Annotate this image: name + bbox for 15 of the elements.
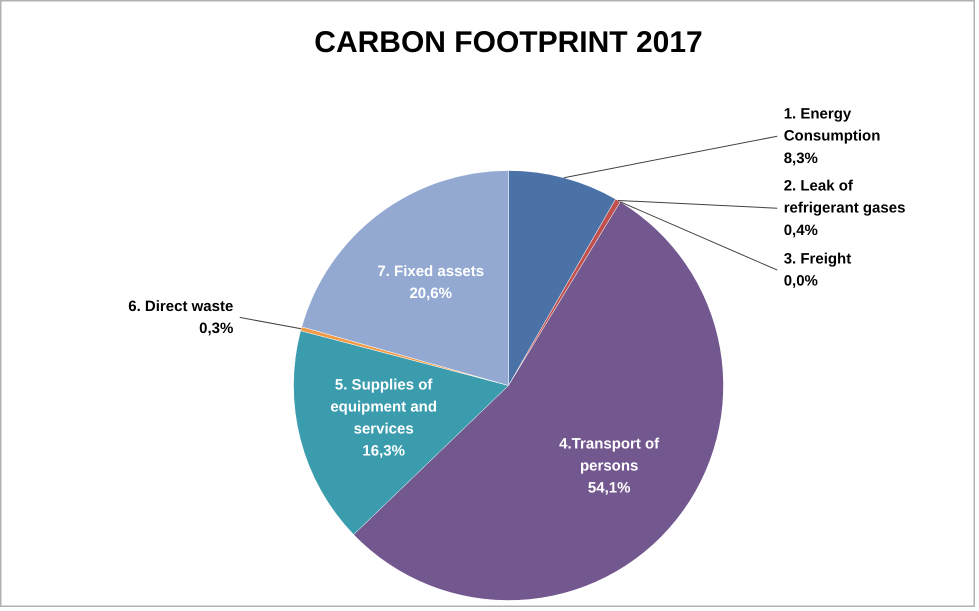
slice-label: 7. Fixed assets: [377, 263, 484, 280]
data-label: 0,3%: [199, 320, 234, 337]
slice-label: 1. Energy Consumption: [784, 106, 880, 145]
data-label: 0,4%: [784, 222, 818, 239]
data-label: 16,3%: [362, 442, 405, 460]
slice-label: 4.Transport of persons: [559, 436, 660, 475]
text: 0,0%: [784, 272, 818, 290]
data-label: 8,3%: [784, 150, 818, 167]
slice-label: 2. Leak of refrigerant gases: [784, 178, 906, 217]
chart-title: CARBON FOOTPRINT 2017: [314, 26, 703, 59]
data-label: 20,6%: [409, 285, 452, 302]
data-label: 54,1%: [588, 480, 630, 497]
slice-label: 5. Supplies of equipment and services: [330, 376, 437, 438]
category-label: 3. Freight: [784, 250, 852, 268]
slice-label: 6. Direct waste: [128, 298, 234, 315]
